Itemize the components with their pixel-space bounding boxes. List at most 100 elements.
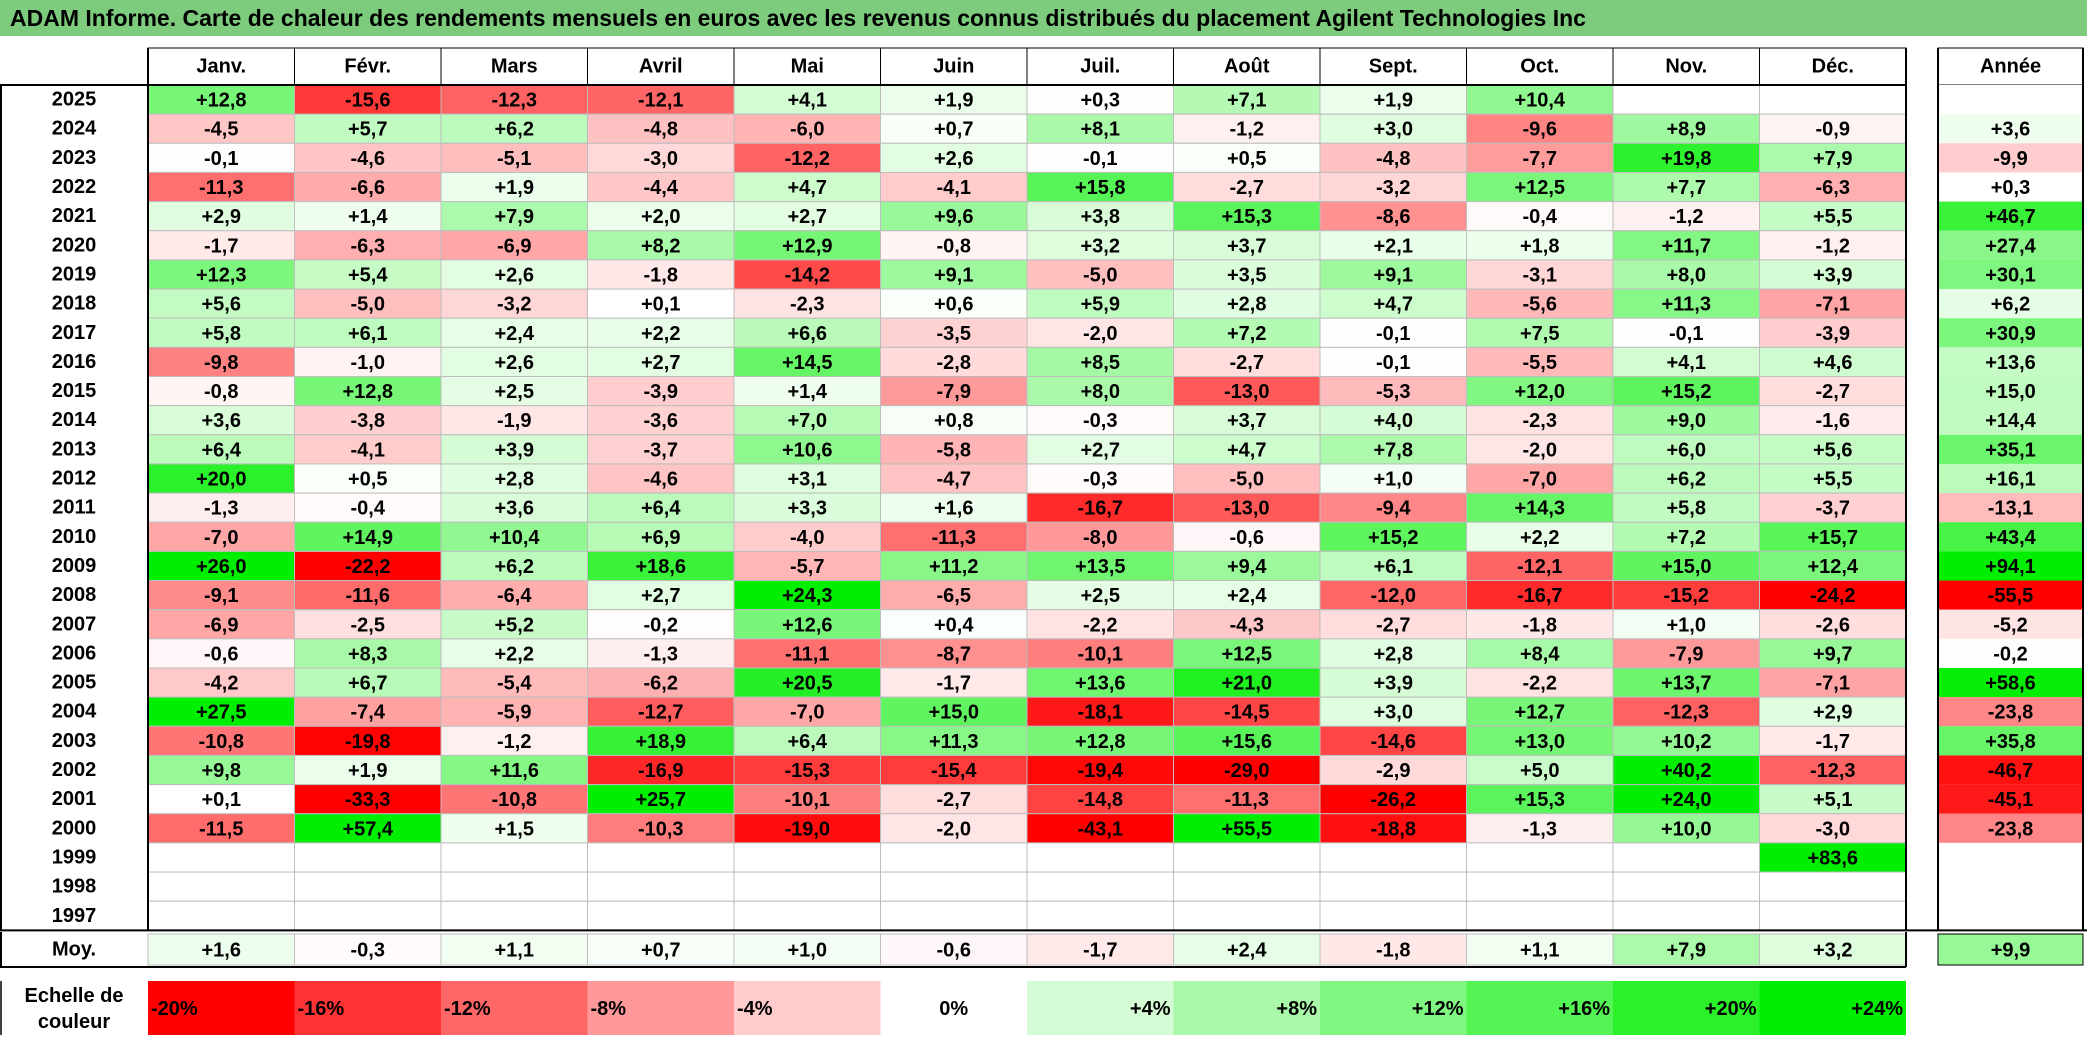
heatmap-cell — [294, 871, 442, 902]
heatmap-cell — [1612, 725, 1760, 756]
heatmap-cell-value: -4,7 — [937, 469, 971, 491]
heatmap-cell — [1173, 288, 1321, 319]
heatmap-cell — [147, 900, 295, 931]
annual-value: -0,2 — [1993, 643, 2027, 665]
heatmap-cell-value: +3,6 — [495, 498, 534, 520]
row-year-label: 2001 — [52, 788, 97, 810]
scale-swatch — [148, 981, 295, 1035]
heatmap-cell-value: +2,5 — [1081, 585, 1120, 607]
column-header: Oct. — [1520, 56, 1559, 78]
heatmap-cell — [1319, 346, 1467, 378]
heatmap-cell — [733, 580, 881, 611]
row-year-label: 1998 — [52, 876, 97, 898]
heatmap-cell-value: +11,7 — [1661, 235, 1711, 257]
heatmap-cell — [1319, 376, 1467, 407]
heatmap-cell — [147, 171, 295, 203]
heatmap-cell — [733, 405, 881, 436]
heatmap-cell-value: -0,4 — [351, 498, 386, 520]
heatmap-cell-value: -1,3 — [1523, 818, 1557, 840]
annual-cell — [1938, 638, 2083, 668]
heatmap-cell — [587, 871, 735, 902]
heatmap-cell — [440, 667, 588, 698]
heatmap-cell-value: +14,9 — [342, 527, 393, 549]
row-year-label: 2012 — [52, 468, 97, 490]
heatmap-cell — [294, 754, 442, 786]
heatmap-cell-value: -5,8 — [937, 439, 971, 461]
heatmap-cell-value: +2,9 — [202, 206, 241, 228]
heatmap-cell — [1319, 842, 1467, 873]
heatmap-cell-value: -2,0 — [1083, 323, 1117, 345]
heatmap-cell — [587, 259, 735, 290]
heatmap-cell-value: +8,3 — [348, 643, 387, 665]
heatmap-cell — [733, 113, 881, 144]
annual-cell — [1938, 842, 2083, 873]
heatmap-cell — [1759, 842, 1907, 873]
heatmap-cell-value: +5,7 — [348, 119, 387, 141]
heatmap-cell — [1612, 84, 1760, 115]
heatmap-cell-value: +12,5 — [1514, 177, 1565, 199]
heatmap-cell-value: +11,6 — [489, 760, 539, 782]
scale-swatch — [1320, 981, 1467, 1035]
heatmap-cell — [440, 550, 588, 582]
heatmap-cell-value: -0,2 — [644, 614, 678, 636]
heatmap-cell — [1173, 317, 1321, 348]
annual-cell — [1938, 901, 2083, 931]
heatmap-cell — [1612, 288, 1760, 319]
heatmap-cell-value: +0,3 — [1081, 90, 1120, 112]
heatmap-cell — [294, 434, 442, 465]
heatmap-cell-value: -2,0 — [937, 818, 971, 840]
heatmap-cell-value: -4,0 — [790, 527, 824, 549]
heatmap-cell-value: -5,0 — [1230, 469, 1264, 491]
heatmap-cell — [1026, 288, 1174, 319]
heatmap-cell — [440, 842, 588, 873]
heatmap-cell-value: +6,6 — [788, 323, 827, 345]
heatmap-cell — [1173, 842, 1321, 873]
heatmap-cell — [1759, 638, 1907, 669]
heatmap-cell-value: +6,0 — [1667, 439, 1706, 461]
heatmap-cell-value: -14,2 — [784, 264, 830, 286]
heatmap-cell — [1026, 113, 1174, 144]
heatmap-cell — [294, 492, 442, 523]
heatmap-cell-value: -5,0 — [1083, 264, 1117, 286]
heatmap-cell — [880, 492, 1028, 523]
heatmap-cell — [1319, 754, 1467, 786]
heatmap-cell-value: +15,2 — [1661, 381, 1712, 403]
heatmap-cell — [1466, 871, 1614, 902]
heatmap-cell-value: -4,8 — [644, 119, 678, 141]
heatmap-cell-value: -0,3 — [1083, 469, 1117, 491]
heatmap-cell — [587, 638, 735, 669]
heatmap-cell — [1466, 754, 1614, 786]
heatmap-cell-value: +12,4 — [1807, 556, 1858, 578]
heatmap-cell-value: -7,1 — [1816, 294, 1850, 316]
heatmap-cell-value: +10,4 — [1514, 90, 1565, 112]
column-header-cell — [1173, 47, 1321, 86]
annual-cell — [1938, 201, 2083, 231]
column-header: Déc. — [1812, 56, 1854, 78]
heatmap-cell-value: +15,3 — [1514, 789, 1565, 811]
heatmap-cell-value: +15,2 — [1368, 527, 1419, 549]
scale-step-label: +24% — [1851, 998, 1903, 1020]
heatmap-cell-value: +5,8 — [202, 323, 241, 345]
row-year-label: 2004 — [52, 701, 97, 723]
heatmap-cell — [147, 550, 295, 582]
heatmap-cell-value: -0,9 — [1816, 119, 1850, 141]
heatmap-cell — [1173, 113, 1321, 144]
heatmap-cell-value: +0,8 — [934, 410, 973, 432]
heatmap-cell-value: +24,3 — [782, 585, 833, 607]
heatmap-cell — [1026, 842, 1174, 873]
heatmap-cell — [880, 405, 1028, 436]
heatmap-cell-value: -2,5 — [351, 614, 385, 636]
heatmap-cell-value: -2,7 — [1376, 614, 1410, 636]
heatmap-cell-value: -3,5 — [937, 323, 971, 345]
average-cell — [1759, 933, 1907, 966]
heatmap-cell-value: -6,3 — [1816, 177, 1850, 199]
heatmap-cell — [733, 871, 881, 902]
heatmap-cell — [1466, 696, 1614, 727]
scale-step-label: -20% — [151, 998, 198, 1020]
heatmap-cell — [440, 754, 588, 786]
heatmap-cell — [587, 171, 735, 203]
heatmap-cell — [147, 84, 295, 115]
row-year-label: 2015 — [52, 380, 97, 402]
heatmap-cell — [294, 405, 442, 436]
